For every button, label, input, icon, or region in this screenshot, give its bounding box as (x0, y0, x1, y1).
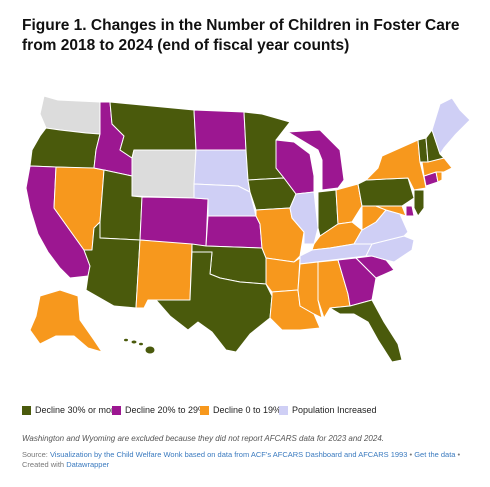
legend-swatch (112, 405, 121, 415)
state-TX[interactable] (155, 251, 273, 353)
legend-swatch (200, 405, 209, 415)
state-CO[interactable] (139, 196, 209, 247)
created-with-text: • Created with (22, 450, 461, 469)
state-ND[interactable] (193, 109, 247, 151)
state-MD[interactable] (365, 205, 407, 217)
state-ME[interactable] (431, 97, 471, 155)
legend-item-decline-20-29: Decline 20% to 29% (112, 405, 206, 415)
state-NJ[interactable] (413, 189, 425, 217)
datawrapper-link[interactable]: Datawrapper (66, 460, 110, 469)
state-VT[interactable] (417, 137, 429, 163)
state-OH[interactable] (335, 183, 363, 225)
state-OR[interactable] (29, 127, 101, 169)
source-line: Source: Visualization by the Child Welfa… (22, 450, 472, 470)
get-the-data-link[interactable]: Get the data (414, 450, 456, 459)
state-IL[interactable] (289, 191, 319, 245)
state-AR[interactable] (265, 257, 301, 293)
state-MI[interactable] (287, 129, 345, 191)
chart-title: Figure 1. Changes in the Number of Child… (22, 17, 460, 54)
state-FL[interactable] (329, 299, 403, 363)
legend-label: Decline 30% or more (35, 405, 120, 415)
legend: Decline 30% or more Decline 20% to 29% D… (22, 405, 472, 419)
legend-label: Decline 0 to 19% (213, 405, 282, 415)
legend-label: Decline 20% to 29% (125, 405, 207, 415)
state-PA[interactable] (357, 177, 415, 207)
source-link[interactable]: Visualization by the Child Welfare Wonk … (49, 450, 408, 459)
legend-swatch (22, 405, 31, 415)
legend-item-decline-0-19: Decline 0 to 19% (200, 405, 281, 415)
legend-item-decline-30-plus: Decline 30% or more (22, 405, 119, 415)
legend-swatch (279, 405, 288, 415)
legend-label: Population Increased (292, 405, 377, 415)
state-WY[interactable] (131, 149, 197, 199)
state-HI[interactable] (123, 337, 156, 355)
source-prefix: Source: (22, 450, 50, 459)
legend-item-increased: Population Increased (279, 405, 377, 415)
footnote: Washington and Wyoming are excluded beca… (22, 434, 384, 443)
source-separator: • (407, 450, 415, 459)
state-NM[interactable] (135, 239, 193, 309)
state-AK[interactable] (29, 289, 103, 353)
us-choropleth-map (25, 95, 471, 363)
state-DE[interactable] (405, 205, 415, 217)
state-KS[interactable] (205, 215, 263, 249)
